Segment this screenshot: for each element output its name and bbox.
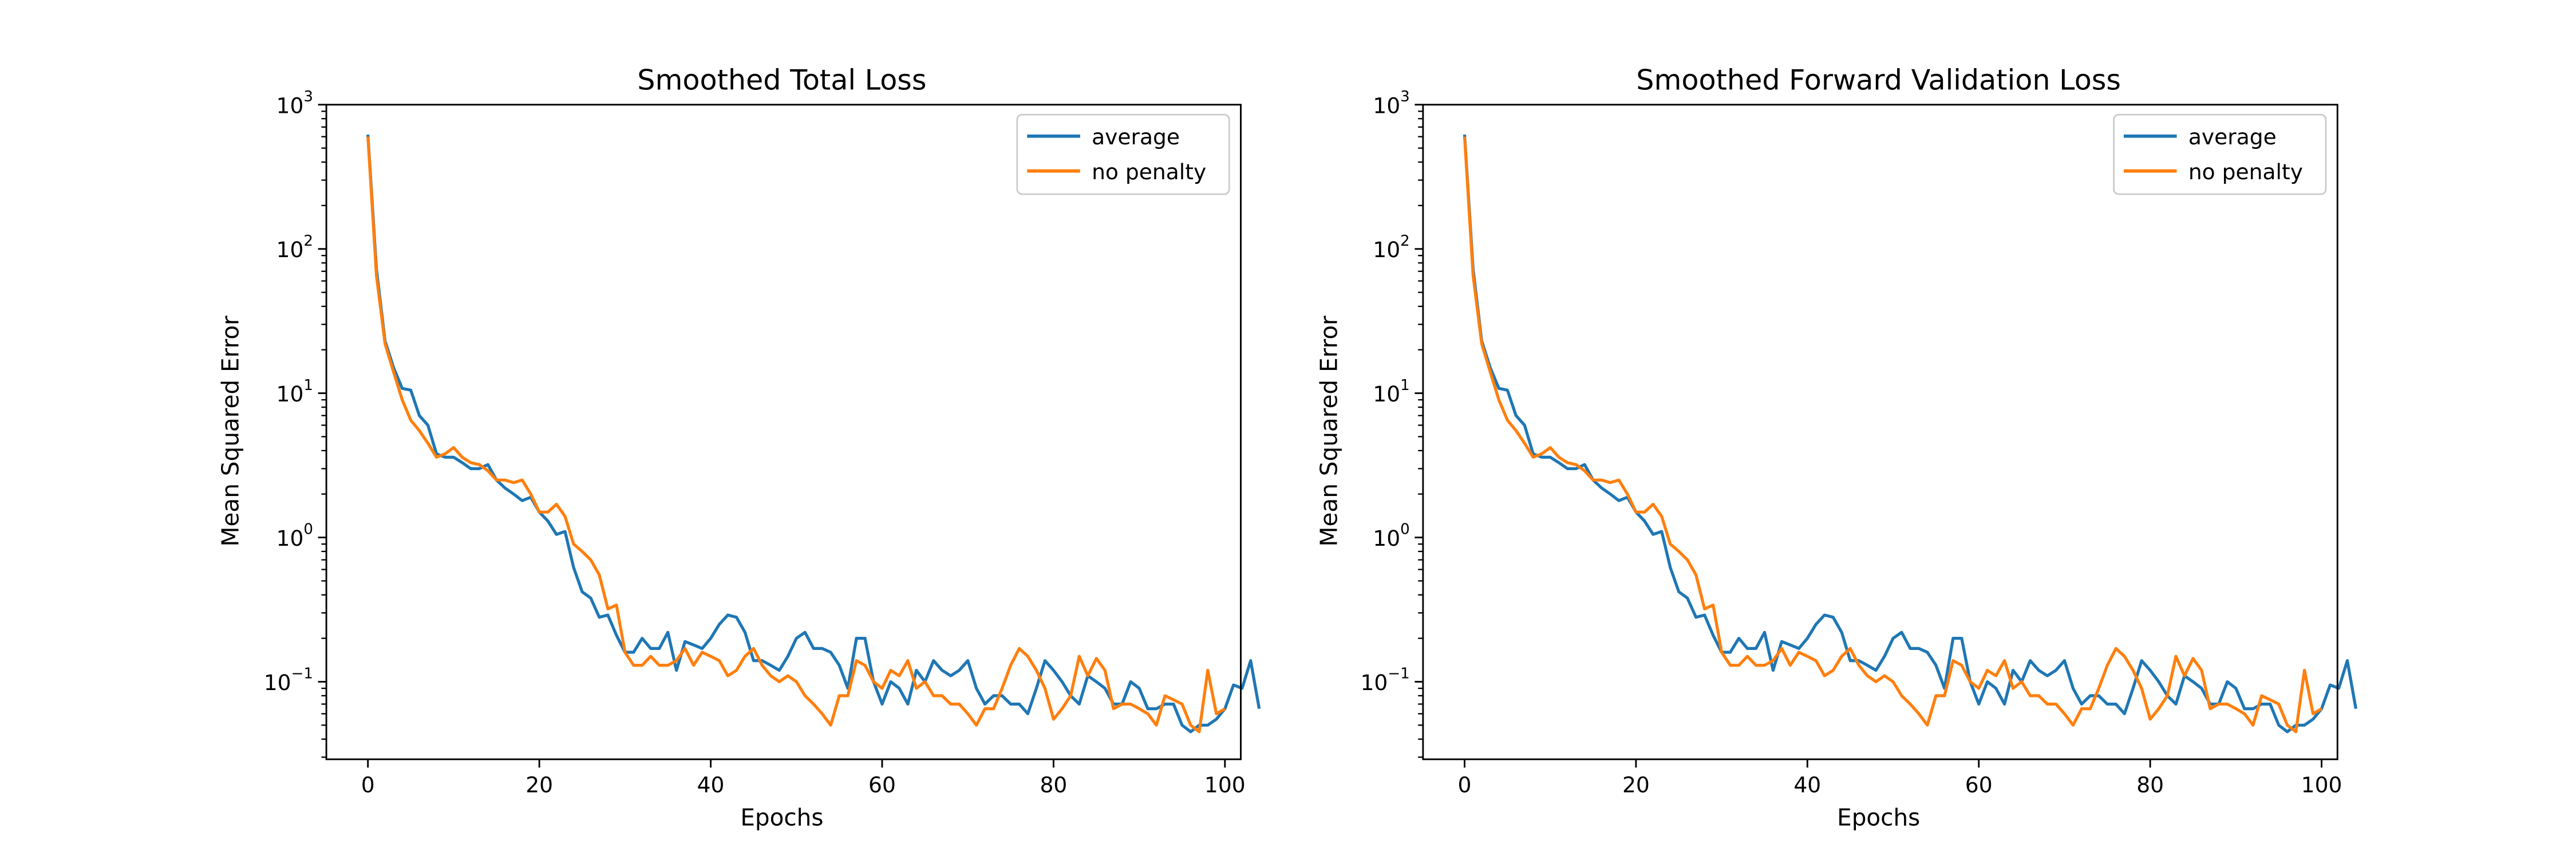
y-tick-label: 100 [1373, 521, 1409, 551]
x-tick-label: 0 [1457, 773, 1471, 798]
series-line-no-penalty [1463, 136, 2322, 734]
x-tick-label: 40 [1793, 773, 1821, 798]
y-axis-label: Mean Squared Error [1315, 316, 1342, 546]
y-tick-label: 102 [276, 233, 313, 262]
x-tick-label: 100 [1204, 773, 1246, 798]
legend-entry: no penalty [2188, 159, 2303, 184]
x-tick-label: 100 [2301, 773, 2342, 798]
legend-entry: average [1092, 124, 1180, 149]
x-tick-label: 80 [2136, 773, 2164, 798]
chart-total-loss: Smoothed Total Loss 0 20 40 60 80 100 10−1 100 1… [217, 64, 1261, 832]
chart-forward-validation-loss: Smoothed Forward Validation Loss 0 20 40 60… [1315, 64, 2358, 832]
x-axis-label: Epochs [740, 804, 823, 832]
chart-title: Smoothed Forward Validation Loss [1636, 64, 2121, 97]
axes-frame [325, 104, 1242, 761]
legend-entry: no penalty [1092, 159, 1206, 184]
y-tick-label: 103 [1373, 88, 1409, 118]
y-tick-label: 102 [1373, 233, 1409, 262]
x-tick-label: 40 [697, 773, 725, 798]
series-line-no-penalty [366, 136, 1226, 734]
legend-entry: average [2188, 124, 2277, 149]
legend: average no penalty [2113, 113, 2327, 195]
chart-title: Smoothed Total Loss [637, 64, 926, 97]
x-tick-label: 20 [526, 773, 553, 798]
plot-area: 0 20 40 60 80 100 10−1 100 101 102 103 average no pe… [264, 88, 1261, 798]
x-tick-label: 20 [1622, 773, 1650, 798]
legend: average no penalty [1016, 113, 1230, 195]
y-tick-label: 10−1 [264, 665, 313, 695]
plot-area: 0 20 40 60 80 100 10−1 100 101 102 103 average no pe… [1360, 88, 2358, 798]
y-tick-label: 101 [276, 377, 313, 407]
x-tick-label: 60 [868, 773, 896, 798]
x-tick-label: 60 [1965, 773, 1993, 798]
y-tick-label: 101 [1373, 377, 1409, 407]
y-axis-label: Mean Squared Error [217, 316, 244, 546]
x-axis-label: Epochs [1837, 804, 1920, 832]
y-tick-label: 100 [276, 521, 313, 551]
y-tick-label: 10−1 [1360, 665, 1409, 695]
y-tick-label: 103 [276, 88, 313, 118]
axes-frame [1422, 104, 2338, 761]
x-tick-label: 80 [1040, 773, 1067, 798]
x-tick-label: 0 [361, 773, 375, 798]
